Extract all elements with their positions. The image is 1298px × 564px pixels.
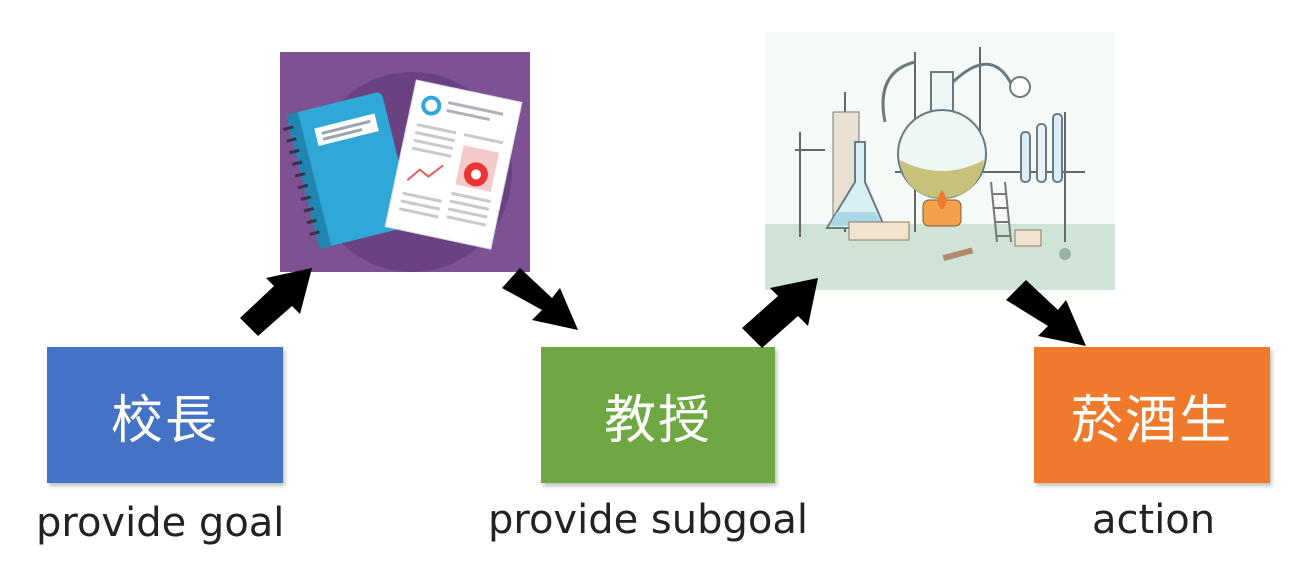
principal-caption: provide goal bbox=[36, 500, 285, 546]
student-caption: action bbox=[1092, 497, 1216, 543]
arrow-principal-to-documents bbox=[240, 268, 312, 336]
professor-box: 教授 bbox=[541, 347, 775, 483]
principal-label: 校長 bbox=[110, 390, 219, 451]
arrow-documents-to-professor bbox=[502, 268, 578, 330]
arrow-lab-to-student bbox=[1006, 280, 1086, 346]
professor-label: 教授 bbox=[603, 390, 712, 451]
arrow-professor-to-lab bbox=[742, 278, 818, 348]
student-box: 菸酒生 bbox=[1034, 347, 1270, 483]
principal-box: 校長 bbox=[47, 347, 283, 483]
professor-caption: provide subgoal bbox=[488, 497, 808, 543]
notebook-report-icon bbox=[280, 52, 530, 272]
laboratory-icon bbox=[765, 32, 1115, 290]
student-label: 菸酒生 bbox=[1070, 390, 1233, 451]
